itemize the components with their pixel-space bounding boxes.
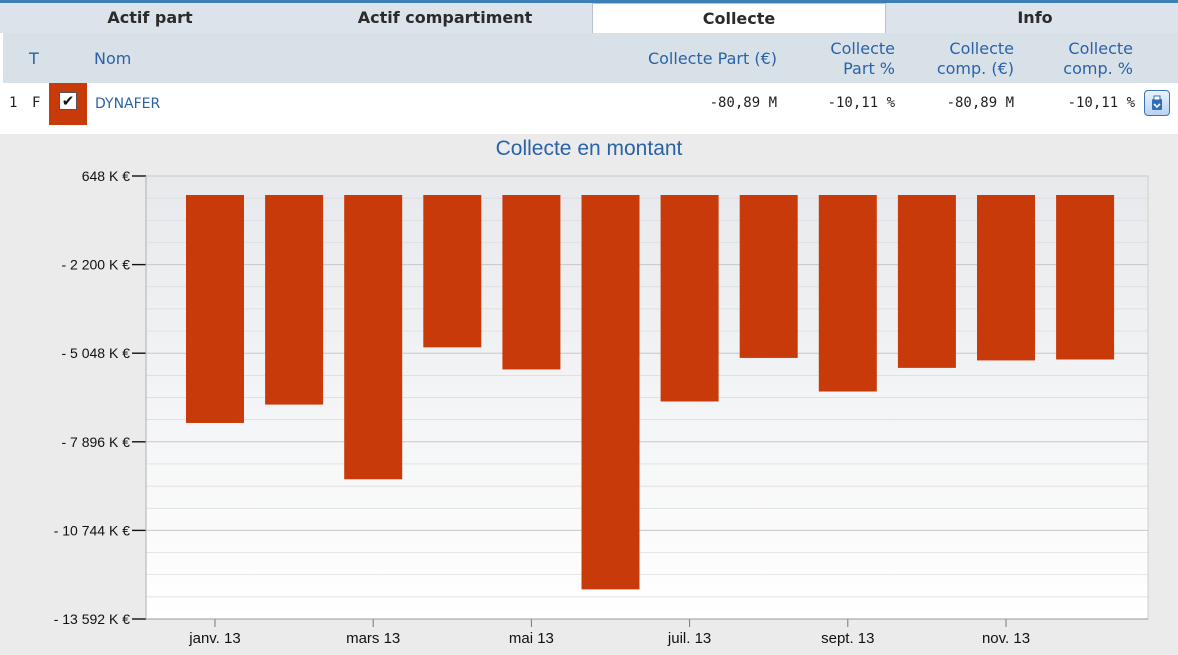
bar-7 [660, 195, 719, 402]
header-collecte-part-pct-line1: Collecte [830, 39, 895, 58]
table-row[interactable]: 1 F ✔ DYNAFER -80,89 M -10,11 % -80,89 M… [3, 83, 1178, 125]
header-collecte-part-pct[interactable]: Collecte Part % [793, 39, 895, 79]
header-collecte-comp-line2: comp. (€) [936, 59, 1014, 78]
y-tick-label: - 7 896 K € [62, 434, 131, 450]
tab-info[interactable]: Info [1017, 8, 1053, 27]
export-icon [1152, 95, 1162, 110]
bar-6 [581, 195, 640, 590]
cell-collecte-comp-pct: -10,11 % [1067, 95, 1135, 111]
chart-title: Collecte en montant [495, 137, 683, 160]
y-tick-label: 648 K € [82, 168, 130, 184]
header-collecte-part[interactable]: Collecte Part (€) [647, 49, 777, 68]
x-tick-label: nov. 13 [982, 630, 1030, 647]
header-collecte-comp[interactable]: Collecte comp. (€) [903, 39, 1014, 79]
row-type: F [32, 95, 41, 111]
export-button[interactable] [1144, 90, 1170, 116]
tab-bar: Actif part Actif compartiment Collecte I… [0, 0, 1178, 35]
bar-9 [818, 195, 877, 392]
header-collecte-comp-line1: Collecte [949, 39, 1014, 58]
bar-2 [265, 195, 324, 405]
fund-name-link[interactable]: DYNAFER [95, 96, 161, 112]
table-header: T Nom Collecte Part (€) Collecte Part % … [3, 33, 1178, 83]
x-tick-label: janv. 13 [188, 630, 240, 647]
y-tick-label: - 13 592 K € [54, 611, 130, 627]
row-checkbox[interactable]: ✔ [59, 92, 77, 110]
header-name[interactable]: Nom [94, 49, 132, 68]
bar-4 [423, 195, 482, 348]
cell-collecte-comp: -80,89 M [946, 95, 1014, 111]
header-collecte-comp-pct-line2: comp. % [1063, 59, 1133, 78]
bar-11 [977, 195, 1035, 361]
x-tick-label: mars 13 [346, 630, 400, 647]
bar-5 [502, 195, 561, 370]
bar-10 [897, 195, 956, 368]
bar-1 [186, 195, 244, 423]
bar-3 [344, 195, 403, 480]
x-tick-label: juil. 13 [667, 630, 711, 647]
cell-collecte-part-pct: -10,11 % [827, 95, 895, 111]
x-tick-label: mai 13 [509, 630, 554, 647]
header-collecte-comp-pct[interactable]: Collecte comp. % [1023, 39, 1133, 79]
tab-actif-part[interactable]: Actif part [107, 8, 193, 27]
y-tick-label: - 5 048 K € [62, 345, 131, 361]
row-index: 1 [9, 95, 18, 111]
header-collecte-comp-pct-line1: Collecte [1068, 39, 1133, 58]
bar-12 [1056, 195, 1115, 360]
bar-8 [739, 195, 798, 358]
tab-collecte[interactable]: Collecte [592, 3, 886, 35]
y-tick-label: - 2 200 K € [62, 257, 131, 273]
row-checkbox-cell: ✔ [49, 83, 87, 125]
header-type[interactable]: T [29, 49, 39, 68]
x-tick-label: sept. 13 [821, 630, 874, 647]
cell-collecte-part: -80,89 M [709, 95, 777, 111]
header-collecte-part-pct-line2: Part % [843, 59, 895, 78]
y-tick-label: - 10 744 K € [54, 522, 130, 538]
tab-actif-compartiment[interactable]: Actif compartiment [357, 8, 533, 27]
